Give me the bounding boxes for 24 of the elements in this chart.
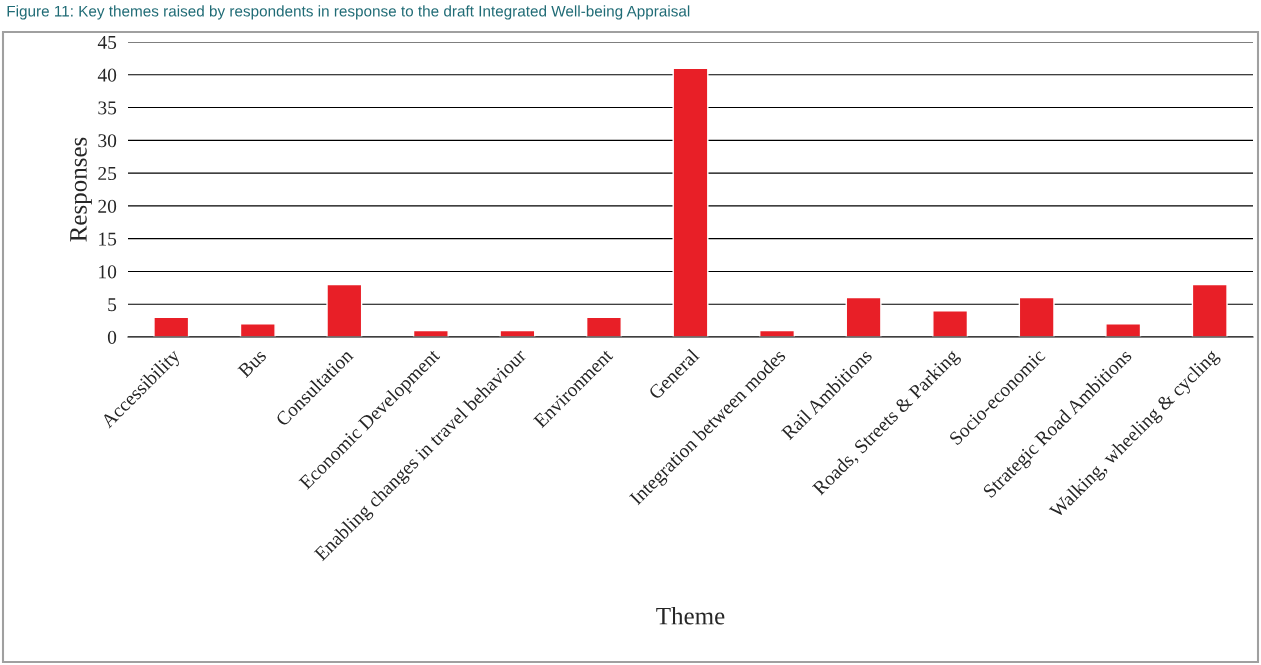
bar xyxy=(672,67,709,337)
y-tick-label: 10 xyxy=(99,265,117,279)
y-tick-label: 40 xyxy=(97,68,117,82)
y-tick-label: 45 xyxy=(97,35,117,49)
y-axis-title: Responses xyxy=(70,137,92,242)
bar xyxy=(585,316,622,337)
bar xyxy=(1018,296,1055,337)
y-tick-label: 0 xyxy=(107,330,117,344)
y-tick-label: 25 xyxy=(98,166,117,181)
bar xyxy=(1191,283,1228,337)
x-tick-label: Bus xyxy=(237,348,267,379)
bar xyxy=(932,310,969,337)
chart-title: Figure 11: Key themes raised by respondents in response to the draft Integrated Well-being Appraisal xyxy=(7,5,690,20)
bar xyxy=(153,316,190,337)
y-tick-label: 20 xyxy=(98,199,117,213)
bar xyxy=(239,323,276,337)
y-tick-label: 30 xyxy=(98,134,117,148)
y-tick-label: 35 xyxy=(98,101,117,115)
bar xyxy=(326,283,363,337)
x-axis-title: Theme xyxy=(656,607,725,625)
bar xyxy=(845,296,882,337)
bar xyxy=(1105,323,1142,337)
y-tick-label: 15 xyxy=(99,232,117,246)
y-tick-label: 5 xyxy=(108,298,117,312)
